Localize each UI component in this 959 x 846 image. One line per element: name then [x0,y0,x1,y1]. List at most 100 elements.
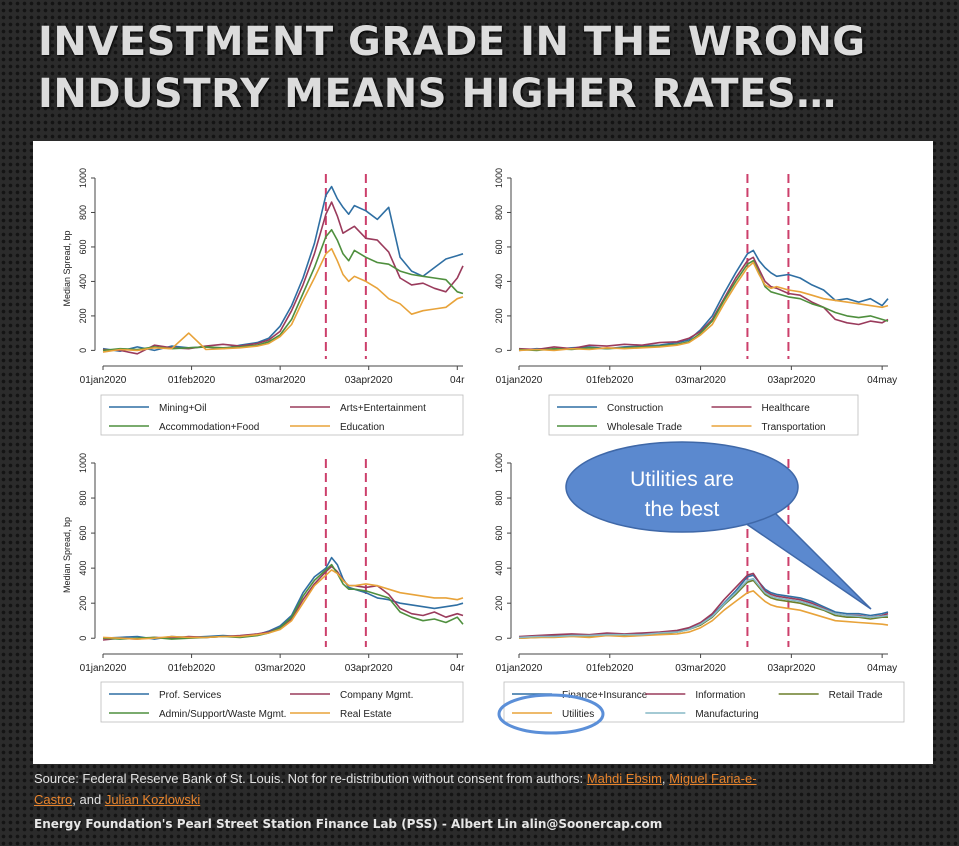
y-tick-label: 0 [494,348,504,353]
chart-2: 0 200 400 600 800 1000 01jan2020 01feb2020 03mar… [494,168,897,436]
legend-label: Mining+Oil [159,403,207,414]
y-tick-label: 1000 [494,453,504,473]
y-tick-label: 800 [78,491,88,506]
x-tick-label: 01jan2020 [496,375,543,386]
x-tick-label: 03apr2020 [345,375,393,386]
y-tick-label: 0 [78,636,88,641]
x-tick-label: 03apr2020 [767,375,815,386]
x-tick-label: 04r [450,663,465,674]
legend-label: Real Estate [340,709,392,720]
y-tick-label: 200 [78,308,88,323]
callout-bubble [565,441,799,533]
x-tick-label: 03apr2020 [345,663,393,674]
series-line-utilities [518,590,889,639]
legend-label: Manufacturing [695,709,758,720]
y-tick-label: 600 [494,239,504,254]
series-line-wholesale-trade [518,259,889,352]
x-tick-label: 04may [867,375,897,386]
legend-label: Prof. Services [159,690,221,701]
author-link-faria-castro-part2[interactable]: Castro [34,792,73,807]
series-line-company-mgmt- [102,565,464,641]
callout: Utilities are the best [565,441,872,610]
footer-credit: Energy Foundation's Pearl Street Station… [34,817,663,831]
y-tick-label: 200 [78,596,88,611]
chart-4: 0 200 400 600 800 1000 01jan2020 01feb2020 03mar… [494,453,905,723]
chart-3: 0 200 400 600 800 1000 Median Spread, bp 01jan2… [62,453,465,723]
x-tick-label: 03apr2020 [767,663,815,674]
y-tick-label: 0 [494,636,504,641]
source-and: , and [72,792,105,807]
legend-label: Finance+Insurance [562,690,648,701]
x-tick-label: 01feb2020 [586,375,634,386]
x-tick-label: 03mar2020 [675,375,726,386]
y-tick-label: 0 [78,348,88,353]
author-link-ebsim[interactable]: Mahdi Ebsim [586,771,662,786]
y-tick-label: 800 [494,205,504,220]
legend-box [548,394,859,436]
series-line-accommodation-food [102,228,464,352]
y-tick-label: 200 [494,308,504,323]
legend-label: Accommodation+Food [159,422,259,433]
x-tick-label: 04may [867,663,897,674]
y-tick-label: 800 [494,491,504,506]
y-tick-label: 200 [494,596,504,611]
chart-panel: 0 200 400 600 800 1000 Median Spread, bp 01jan2… [33,141,933,764]
x-tick-label: 03mar2020 [255,375,306,386]
utilities-highlight-ring [497,693,605,735]
series-line-admin-support-waste-mgmt- [102,563,464,640]
source-note: Source: Federal Reserve Bank of St. Loui… [34,771,757,807]
series-line-real-estate [102,569,464,640]
y-tick-label: 1000 [78,168,88,188]
legend-box [503,681,905,723]
legend-label: Retail Trade [829,690,883,701]
legend-label: Information [695,690,745,701]
x-tick-label: 03mar2020 [255,663,306,674]
x-tick-label: 01feb2020 [586,663,634,674]
legend-label: Company Mgmt. [340,690,413,701]
legend-label: Transportation [762,422,826,433]
y-tick-label: 400 [494,274,504,289]
x-tick-label: 01jan2020 [80,663,127,674]
x-tick-label: 01jan2020 [496,663,543,674]
legend-label: Wholesale Trade [607,422,682,433]
y-tick-label: 600 [494,526,504,541]
legend-label: Healthcare [762,403,811,414]
x-tick-label: 04r [450,375,465,386]
source-text: Source: Federal Reserve Bank of St. Loui… [34,771,587,786]
series-line-arts-entertainment [102,201,464,355]
callout-text-line1: Utilities are [630,468,734,491]
series-line-finance-insurance [518,574,889,639]
y-tick-label: 600 [78,239,88,254]
legend-label: Construction [607,403,663,414]
y-tick-label: 600 [78,526,88,541]
series-line-healthcare [518,256,889,351]
legend-box [100,394,464,436]
y-tick-label: 1000 [494,168,504,188]
y-tick-label: 400 [78,274,88,289]
charts-svg: 0 200 400 600 800 1000 Median Spread, bp 01jan2… [62,168,905,735]
x-tick-label: 01feb2020 [168,663,216,674]
legend-label: Admin/Support/Waste Mgmt. [159,709,286,720]
legend-box [100,681,464,723]
callout-text-line2: the best [645,498,720,521]
slide-title-line1: INVESTMENT GRADE IN THE WRONG [38,19,866,65]
x-tick-label: 01jan2020 [80,375,127,386]
slide-title: INVESTMENT GRADE IN THE WRONG INDUSTRY M… [38,16,918,120]
y-axis-label: Median Spread, bp [62,230,72,306]
y-tick-label: 400 [494,561,504,576]
series-line-manufacturing [518,577,889,639]
author-link-kozlowski[interactable]: Julian Kozlowski [104,792,201,807]
legend-label: Education [340,422,384,433]
y-tick-label: 1000 [78,453,88,473]
x-tick-label: 01feb2020 [168,375,216,386]
series-line-retail-trade [518,579,888,639]
y-axis-label: Median Spread, bp [62,517,72,593]
y-tick-label: 400 [78,561,88,576]
series-line-transportation [518,261,889,352]
legend-label: Arts+Entertainment [340,403,426,414]
slide-title-line2: INDUSTRY MEANS HIGHER RATES… [38,71,837,117]
author-link-faria-castro-part1[interactable]: Miguel Faria-e- [669,771,757,786]
y-tick-label: 800 [78,205,88,220]
chart-1: 0 200 400 600 800 1000 Median Spread, bp 01jan2… [62,168,465,436]
legend-label: Utilities [562,709,594,720]
